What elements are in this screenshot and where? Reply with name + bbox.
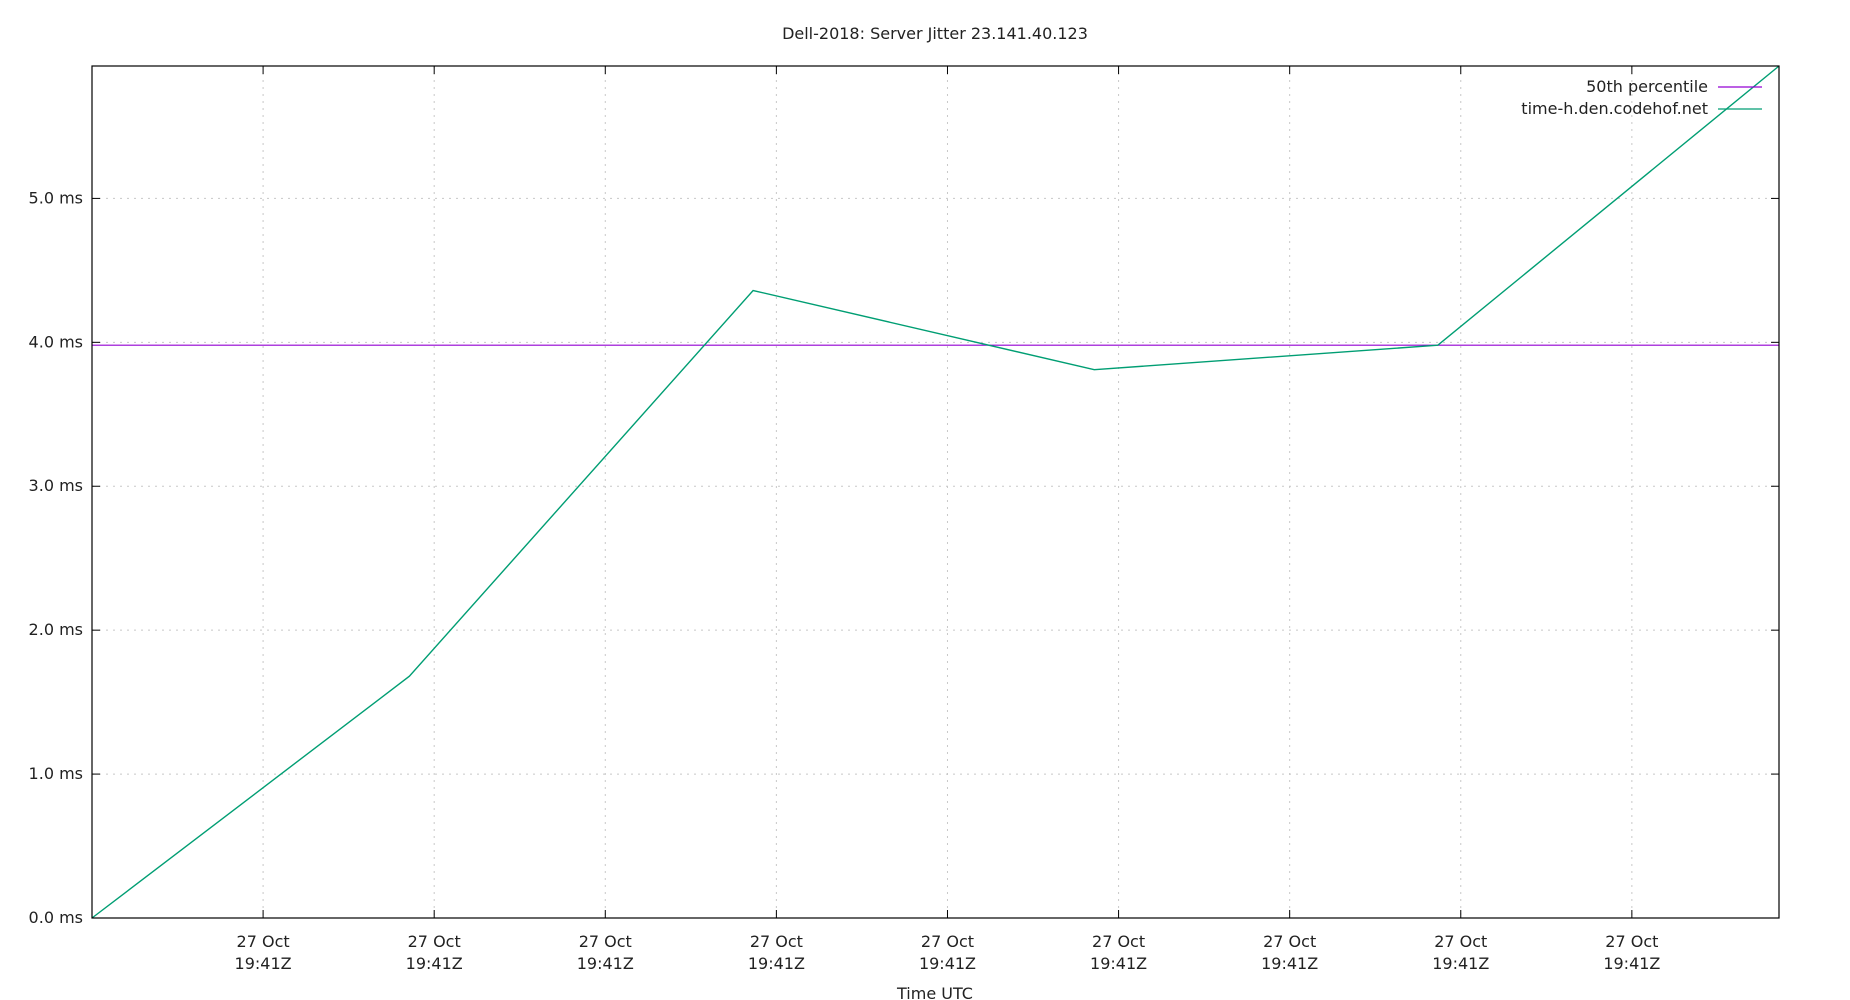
x-tick-label-date: 27 Oct — [1092, 932, 1145, 951]
y-tick-label: 1.0 ms — [29, 764, 83, 783]
x-tick-label-time: 19:41Z — [1432, 954, 1489, 973]
x-tick-label-time: 19:41Z — [1090, 954, 1147, 973]
x-tick-label-time: 19:41Z — [1261, 954, 1318, 973]
chart-title: Dell-2018: Server Jitter 23.141.40.123 — [782, 24, 1088, 43]
x-tick-label-time: 19:41Z — [919, 954, 976, 973]
x-tick-label-date: 27 Oct — [579, 932, 632, 951]
x-axis-label: Time UTC — [896, 984, 973, 1000]
x-tick-label-time: 19:41Z — [577, 954, 634, 973]
series-layer — [91, 65, 1780, 919]
x-tick-label-time: 19:41Z — [748, 954, 805, 973]
x-tick-label-date: 27 Oct — [750, 932, 803, 951]
y-tick-label: 5.0 ms — [29, 188, 83, 207]
y-tick-label: 3.0 ms — [29, 476, 83, 495]
plot-frame — [91, 65, 1780, 919]
grid — [92, 66, 1779, 918]
x-tick-label-time: 19:41Z — [1603, 954, 1660, 973]
y-tick-label: 0.0 ms — [29, 908, 83, 927]
x-tick-label-date: 27 Oct — [1434, 932, 1487, 951]
x-tick-label-date: 27 Oct — [408, 932, 461, 951]
ticks: 0.0 ms 1.0 ms 2.0 ms 3.0 ms 4.0 ms 5.0 ms 27 O… — [29, 66, 1779, 973]
y-tick-label: 4.0 ms — [29, 332, 83, 351]
legend: 50th percentile time-h.den.codehof.net — [1521, 77, 1762, 118]
x-tick-label-date: 27 Oct — [921, 932, 974, 951]
x-tick-label-date: 27 Oct — [1605, 932, 1658, 951]
y-tick-label: 2.0 ms — [29, 620, 83, 639]
x-tick-label-time: 19:41Z — [235, 954, 292, 973]
legend-label: time-h.den.codehof.net — [1521, 99, 1708, 118]
x-tick-label-date: 27 Oct — [1263, 932, 1316, 951]
series-line — [91, 65, 1780, 919]
x-tick-label-time: 19:41Z — [406, 954, 463, 973]
legend-label: 50th percentile — [1586, 77, 1708, 96]
x-tick-label-date: 27 Oct — [237, 932, 290, 951]
